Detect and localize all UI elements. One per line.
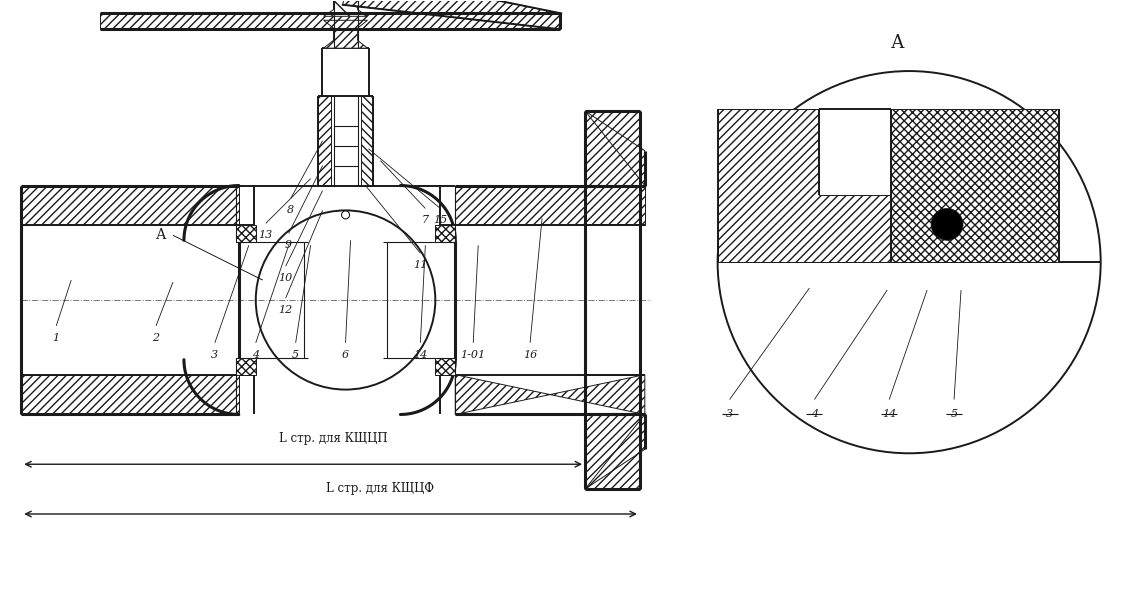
Text: 12: 12 bbox=[279, 305, 293, 315]
Text: L стр. для КЩЦП: L стр. для КЩЦП bbox=[279, 433, 388, 445]
Polygon shape bbox=[435, 226, 455, 242]
Polygon shape bbox=[323, 20, 367, 48]
Bar bbox=[100, 13, 560, 29]
Text: L стр. для КЩЦФ: L стр. для КЩЦФ bbox=[327, 482, 434, 495]
Text: 15: 15 bbox=[433, 215, 448, 226]
Text: 5: 5 bbox=[293, 350, 299, 360]
Text: 5: 5 bbox=[950, 409, 957, 419]
Circle shape bbox=[931, 208, 963, 240]
Circle shape bbox=[341, 211, 349, 219]
Polygon shape bbox=[323, 0, 367, 16]
Polygon shape bbox=[718, 109, 891, 262]
Polygon shape bbox=[585, 415, 640, 489]
Text: 11: 11 bbox=[413, 260, 428, 270]
Polygon shape bbox=[585, 415, 645, 489]
Text: 4: 4 bbox=[811, 409, 818, 419]
Polygon shape bbox=[585, 111, 645, 185]
Text: 3: 3 bbox=[726, 409, 734, 419]
Text: 16: 16 bbox=[523, 350, 538, 360]
Text: 8: 8 bbox=[287, 205, 294, 215]
Text: А: А bbox=[890, 34, 904, 52]
Text: 1: 1 bbox=[52, 333, 60, 343]
Text: 2: 2 bbox=[152, 333, 160, 343]
Text: 10: 10 bbox=[279, 273, 293, 283]
Text: 9: 9 bbox=[285, 240, 293, 250]
Polygon shape bbox=[236, 226, 256, 242]
Bar bbox=[22, 226, 645, 374]
Bar bbox=[318, 0, 373, 185]
Polygon shape bbox=[22, 185, 239, 226]
Text: 3: 3 bbox=[211, 350, 219, 360]
Polygon shape bbox=[22, 374, 239, 415]
Text: 6: 6 bbox=[342, 350, 349, 360]
Polygon shape bbox=[455, 185, 645, 226]
Polygon shape bbox=[891, 109, 1058, 262]
Text: 4: 4 bbox=[252, 350, 260, 360]
Polygon shape bbox=[361, 96, 373, 185]
Text: А: А bbox=[155, 229, 167, 242]
Polygon shape bbox=[342, 0, 561, 29]
Text: 14: 14 bbox=[882, 409, 896, 419]
Polygon shape bbox=[318, 96, 331, 185]
Polygon shape bbox=[585, 111, 640, 185]
Polygon shape bbox=[435, 358, 455, 374]
Text: 1-01: 1-01 bbox=[460, 350, 485, 360]
Text: 14: 14 bbox=[413, 350, 428, 360]
Polygon shape bbox=[236, 358, 256, 374]
Polygon shape bbox=[455, 374, 645, 415]
Text: 7: 7 bbox=[422, 215, 429, 226]
Text: 13: 13 bbox=[259, 230, 273, 241]
